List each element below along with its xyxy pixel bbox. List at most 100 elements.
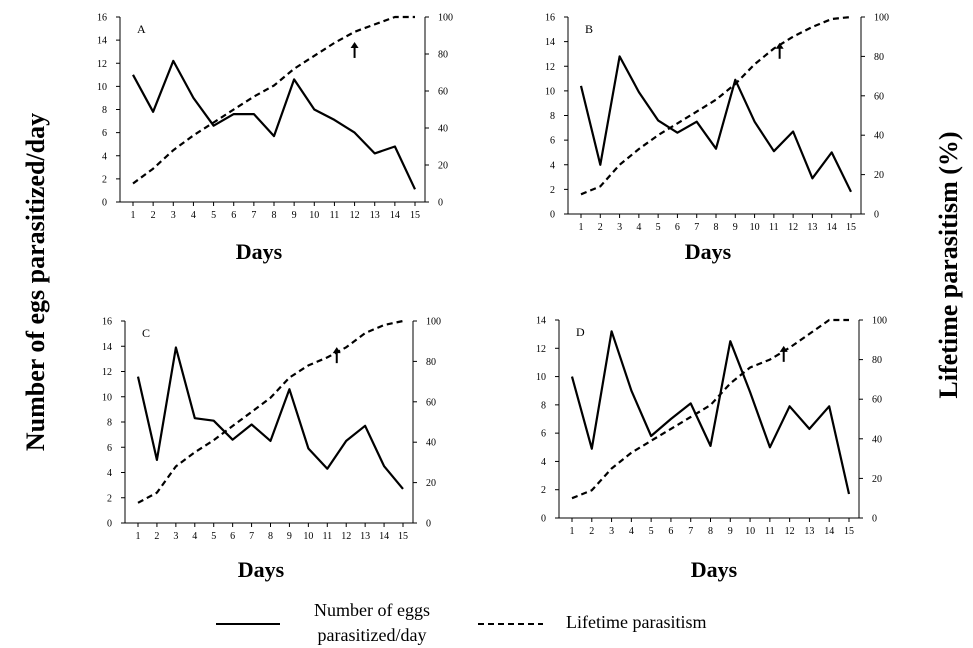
panel-b-left-tick-label: 0	[550, 210, 555, 221]
panel-a-left-tick-label: 16	[97, 13, 107, 24]
panel-a-x-tick-label: 8	[272, 210, 277, 221]
panel-c-x-tick-label: 13	[360, 531, 370, 542]
panel-a-x-tick-label: 2	[151, 210, 156, 221]
panel-a-left-tick-label: 0	[102, 198, 107, 209]
panel-a-right-tick-label: 40	[438, 124, 448, 135]
panel-b-x-tick-label: 14	[827, 222, 837, 233]
panel-d-left-tick-label: 4	[541, 457, 546, 468]
panel-a-left-tick-label: 14	[97, 36, 107, 47]
panel-c-left-tick-label: 14	[102, 342, 112, 353]
panel-b-x-tick-label: 4	[636, 222, 641, 233]
panel-b-right-tick-label: 40	[874, 131, 884, 142]
panel-b-x-tick-label: 2	[598, 222, 603, 233]
panel-b-left-tick-label: 6	[550, 136, 555, 147]
panel-a-x-tick-label: 7	[251, 210, 256, 221]
panel-a-x-tick-label: 1	[131, 210, 136, 221]
panel-d-x-tick-label: 8	[708, 526, 713, 537]
panel-c-x-tick-label: 4	[192, 531, 197, 542]
panel-c-arrow-head	[332, 347, 341, 354]
panel-d-right-tick-label: 80	[872, 355, 882, 366]
panel-c-x-tick-label: 6	[230, 531, 235, 542]
panel-a-lifetime-parasitism-line	[132, 15, 415, 185]
panel-a-right-tick-label: 0	[438, 198, 443, 209]
panel-b-x-tick-label: 12	[788, 222, 798, 233]
panel-d-x-tick-label: 7	[688, 526, 693, 537]
panel-d-eggs-per-day-line	[570, 330, 851, 495]
panel-a-arrow-head	[350, 41, 359, 48]
panel-c-left-tick-label: 0	[107, 519, 112, 530]
panel-b-right-tick-label: 60	[874, 91, 884, 102]
panel-a-x-tick-label: 14	[390, 210, 400, 221]
panel-c-eggs-per-day-line	[136, 346, 404, 490]
panel-b-left-tick-label: 12	[545, 62, 555, 73]
panel-c-left-tick-label: 12	[102, 367, 112, 378]
panel-d-right-tick-label: 100	[872, 316, 887, 327]
panel-a-left-tick-label: 4	[102, 151, 107, 162]
panel-a-x-tick-label: 10	[309, 210, 319, 221]
panel-d-x-tick-label: 6	[668, 526, 673, 537]
panel-a-x-tick-label: 3	[171, 210, 176, 221]
panel-d-x-tick-label: 9	[728, 526, 733, 537]
panel-c-x-tick-label: 3	[173, 531, 178, 542]
panel-b-lifetime-parasitism-line	[580, 15, 852, 196]
panel-a-right-tick-label: 60	[438, 87, 448, 98]
panel-a-x-tick-label: 13	[370, 210, 380, 221]
panel-b-x-tick-label: 10	[750, 222, 760, 233]
panel-d-x-tick-label: 1	[570, 526, 575, 537]
panel-a-left-tick-label: 12	[97, 59, 107, 70]
panel-c-letter: C	[142, 326, 150, 340]
panel-a-eggs-per-day-line	[132, 59, 416, 190]
panel-d-arrow-head	[779, 345, 788, 352]
panel-d-left-tick-label: 12	[536, 344, 546, 355]
panel-d-x-tick-label: 5	[649, 526, 654, 537]
panel-b-x-axis-title: Days	[685, 239, 732, 264]
panel-d-x-tick-label: 15	[844, 526, 854, 537]
panel-d-letter: D	[576, 325, 585, 339]
right-y-axis-title: Lifetime parasitism (%)	[934, 131, 963, 398]
panel-b-x-tick-label: 1	[579, 222, 584, 233]
panel-d-left-tick-label: 14	[536, 316, 546, 327]
panel-c-x-tick-label: 14	[379, 531, 389, 542]
panel-a-x-tick-label: 12	[350, 210, 360, 221]
panel-d-x-tick-label: 14	[824, 526, 834, 537]
panel-c-right-tick-label: 100	[426, 317, 441, 328]
panel-c-left-tick-label: 8	[107, 418, 112, 429]
panel-c-right-tick-label: 20	[426, 478, 436, 489]
panel-d-left-tick-label: 6	[541, 429, 546, 440]
left-y-axis-title: Number of egs parasitized/day	[21, 113, 50, 451]
panel-b-right-tick-label: 100	[874, 13, 889, 24]
panel-b-x-tick-label: 3	[617, 222, 622, 233]
panel-b-x-tick-label: 15	[846, 222, 856, 233]
panel-a-right-tick-label: 20	[438, 161, 448, 172]
panel-d-x-tick-label: 12	[785, 526, 795, 537]
panel-d-lifetime-parasitism-line	[571, 318, 849, 500]
panel-c-right-tick-label: 60	[426, 397, 436, 408]
panel-a-left-tick-label: 8	[102, 105, 107, 116]
panel-d-right-tick-label: 40	[872, 434, 882, 445]
panel-a-x-tick-label: 9	[292, 210, 297, 221]
panel-c-right-tick-label: 40	[426, 438, 436, 449]
panel-d-x-tick-label: 4	[629, 526, 634, 537]
panel-d-left-tick-label: 0	[541, 514, 546, 525]
panel-c-lifetime-parasitism-line	[137, 319, 404, 504]
panel-c-x-tick-label: 10	[303, 531, 313, 542]
panel-a-letter: A	[137, 22, 146, 36]
panel-b-right-tick-label: 20	[874, 170, 884, 181]
legend-dashed-label: Lifetime parasitism	[566, 612, 706, 632]
panel-a-right-tick-label: 80	[438, 50, 448, 61]
panel-c-left-tick-label: 16	[102, 317, 112, 328]
panel-b-right-tick-label: 0	[874, 210, 879, 221]
panel-c-right-tick-label: 0	[426, 519, 431, 530]
panel-d-x-tick-label: 11	[765, 526, 775, 537]
panel-d-x-tick-label: 10	[745, 526, 755, 537]
panel-c-right-tick-label: 80	[426, 357, 436, 368]
panel-a-right-tick-label: 100	[438, 13, 453, 24]
panel-d-x-tick-label: 13	[804, 526, 814, 537]
panel-c-x-tick-label: 5	[211, 531, 216, 542]
panel-b-letter: B	[585, 22, 593, 36]
